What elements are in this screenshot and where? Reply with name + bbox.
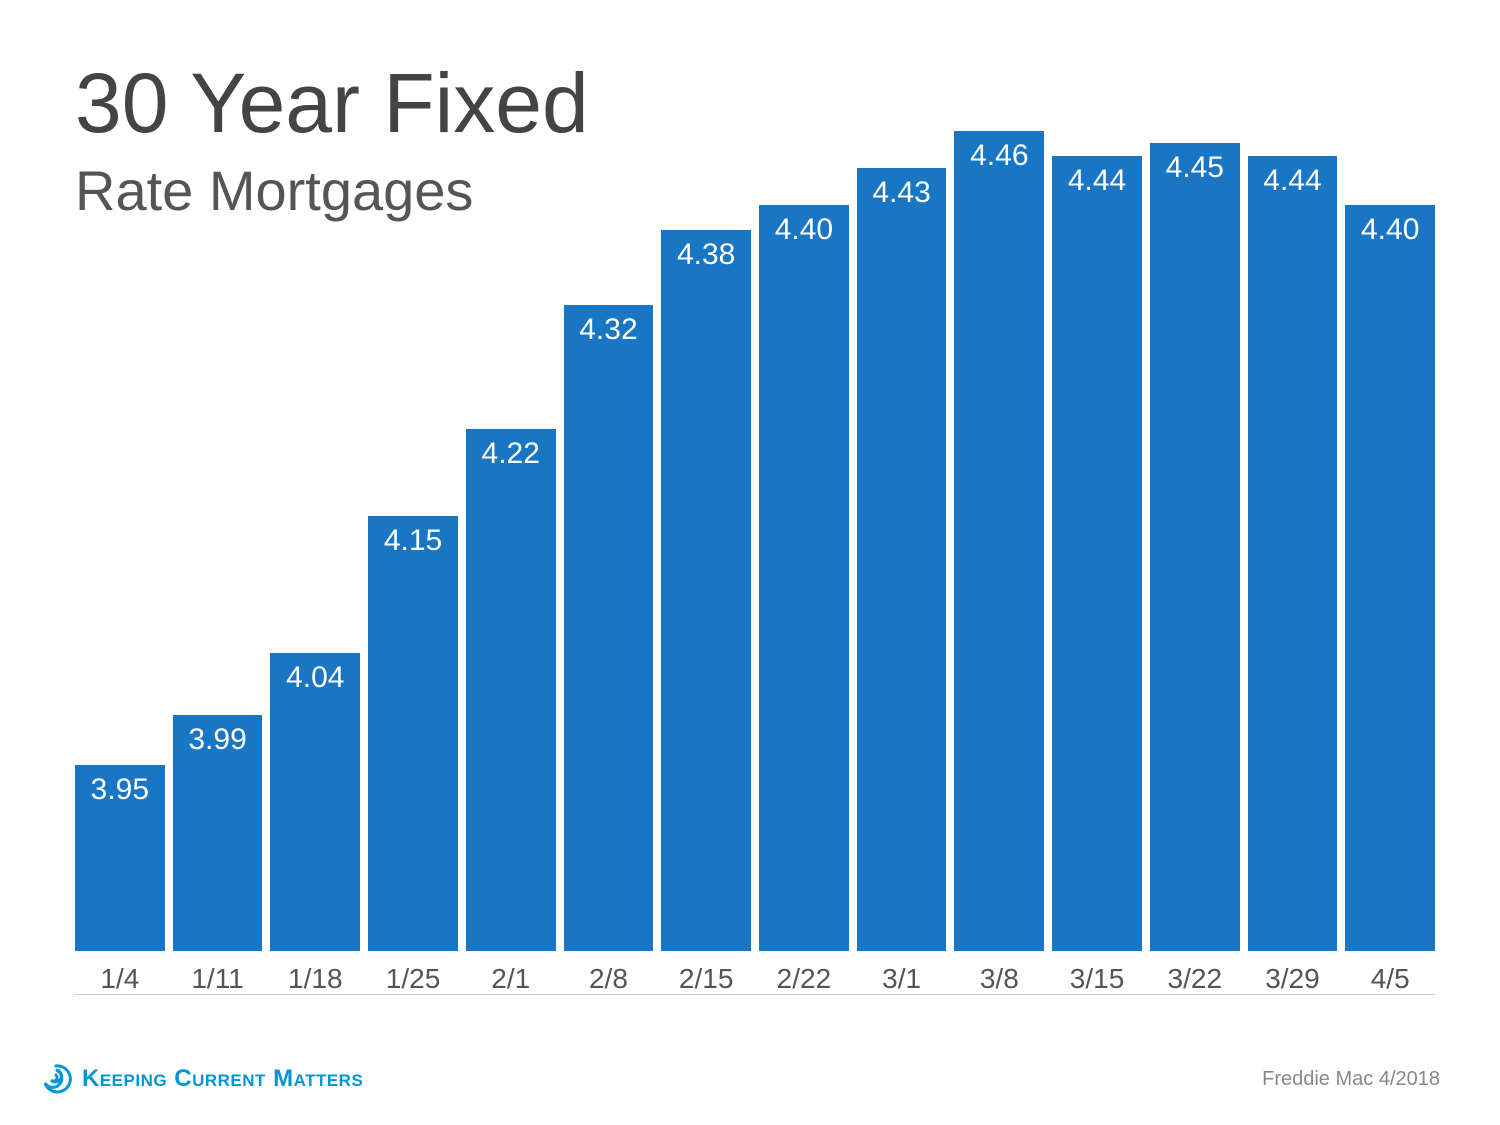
bar-wrap: 4.32 2/8	[564, 305, 654, 995]
bar-value-label: 4.40	[1345, 213, 1435, 247]
bar: 4.40	[1345, 205, 1435, 951]
bar: 4.32	[564, 305, 654, 951]
bar-wrap: 3.95 1/4	[75, 765, 165, 995]
category-label: 3/29	[1265, 963, 1320, 995]
bar-wrap: 4.40 2/22	[759, 205, 849, 995]
bar-value-label: 4.44	[1052, 164, 1142, 198]
category-label: 2/22	[777, 963, 832, 995]
bar-wrap: 4.38 2/15	[661, 230, 751, 995]
bar-chart: 3.951/43.991/114.041/184.151/254.222/14.…	[75, 125, 1435, 995]
bar: 4.44	[1052, 156, 1142, 951]
bar-value-label: 4.15	[368, 524, 458, 558]
category-label: 3/1	[882, 963, 921, 995]
source-text: Freddie Mac 4/2018	[1262, 1068, 1440, 1091]
category-label: 2/1	[491, 963, 530, 995]
category-label: 1/18	[288, 963, 343, 995]
bar-wrap: 4.15 1/25	[368, 516, 458, 995]
category-label: 3/15	[1070, 963, 1125, 995]
category-label: 1/11	[191, 963, 243, 995]
brand-spiral-icon	[40, 1063, 72, 1095]
bar-wrap: 4.46 3/8	[954, 131, 1044, 995]
bar: 4.45	[1150, 143, 1240, 951]
bar-wrap: 4.44 3/15	[1052, 156, 1142, 995]
category-label: 2/8	[589, 963, 628, 995]
bar-value-label: 3.95	[75, 773, 165, 807]
bar: 4.38	[661, 230, 751, 951]
bar-value-label: 4.22	[466, 437, 556, 471]
bar-value-label: 3.99	[173, 723, 263, 757]
category-label: 3/8	[980, 963, 1019, 995]
bar: 4.15	[368, 516, 458, 951]
bar-wrap: 4.04 1/18	[270, 653, 360, 995]
brand: Keeping Current Matters	[40, 1063, 363, 1095]
bar: 4.04	[270, 653, 360, 951]
bar-wrap: 4.44 3/29	[1248, 156, 1338, 995]
bar: 4.22	[466, 429, 556, 951]
bar-value-label: 4.45	[1150, 151, 1240, 185]
category-label: 3/22	[1168, 963, 1223, 995]
bar: 4.46	[954, 131, 1044, 951]
bar-value-label: 4.32	[564, 313, 654, 347]
chart-baseline	[75, 994, 1435, 995]
brand-text: Keeping Current Matters	[82, 1065, 363, 1093]
category-label: 2/15	[679, 963, 734, 995]
bar-wrap: 4.45 3/22	[1150, 143, 1240, 995]
bar-value-label: 4.40	[759, 213, 849, 247]
bar: 4.44	[1248, 156, 1338, 951]
bar: 3.99	[173, 715, 263, 951]
bar: 4.43	[857, 168, 947, 951]
category-label: 1/4	[100, 963, 139, 995]
bar-wrap: 4.43 3/1	[857, 168, 947, 995]
footer: Keeping Current Matters Freddie Mac 4/20…	[40, 1063, 1440, 1095]
category-label: 4/5	[1371, 963, 1410, 995]
bar-value-label: 4.04	[270, 661, 360, 695]
bar-wrap: 4.22 2/1	[466, 429, 556, 995]
bar: 4.40	[759, 205, 849, 951]
bar-value-label: 4.44	[1248, 164, 1338, 198]
bar: 3.95	[75, 765, 165, 951]
bar-wrap: 4.40 4/5	[1345, 205, 1435, 995]
bar-wrap: 3.99 1/11	[173, 715, 263, 995]
bar-value-label: 4.46	[954, 139, 1044, 173]
category-label: 1/25	[386, 963, 441, 995]
bar-value-label: 4.38	[661, 238, 751, 272]
bar-value-label: 4.43	[857, 176, 947, 210]
